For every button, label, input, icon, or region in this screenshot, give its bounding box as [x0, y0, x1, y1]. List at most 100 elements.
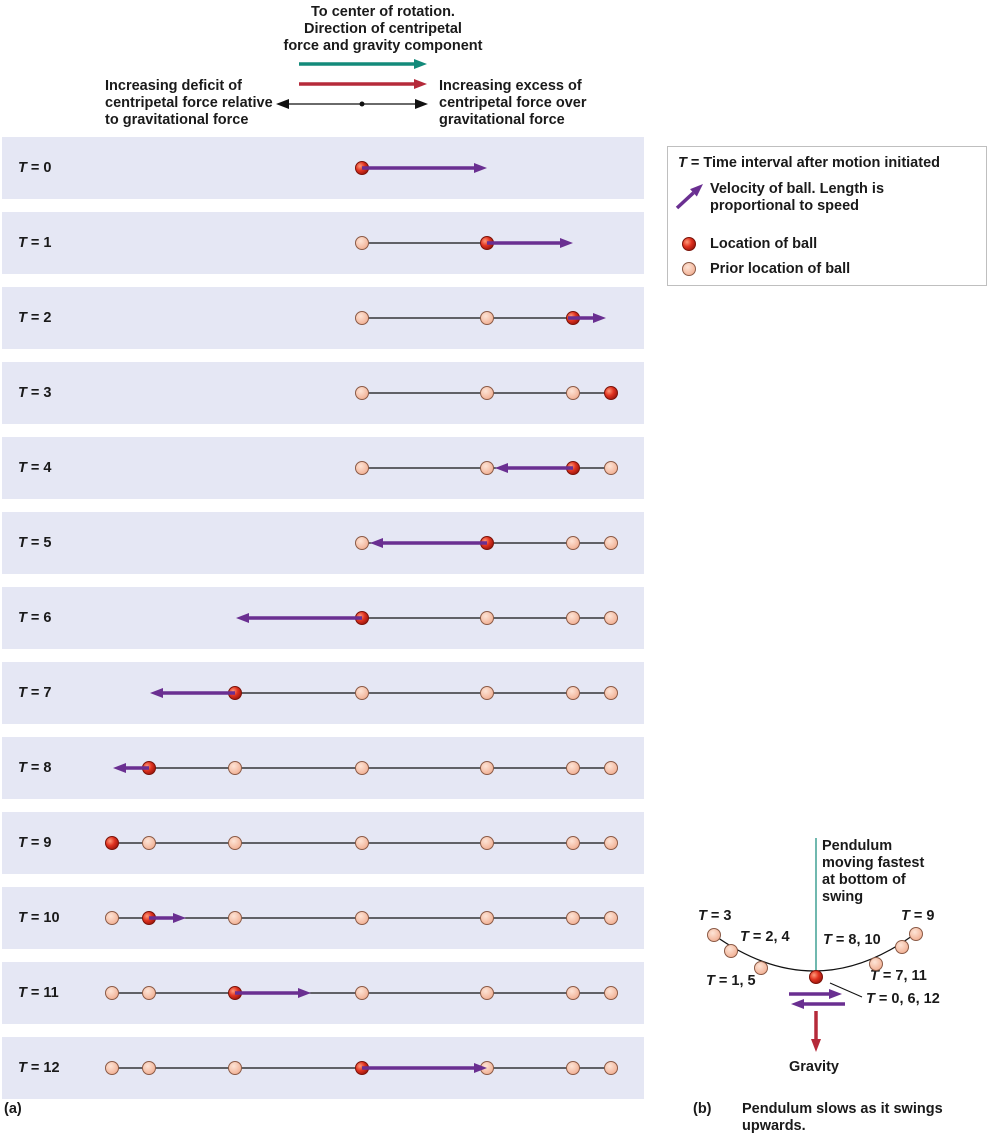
panel-b-caption-line: upwards.	[742, 1118, 806, 1134]
prior-ball	[105, 986, 119, 1000]
row-time-label: T = 1	[18, 235, 51, 251]
row-time-prefix: T	[18, 985, 27, 1001]
row-time-prefix: T	[18, 160, 27, 176]
panel-b-caption-line: Pendulum slows as it swings	[742, 1101, 943, 1117]
pendulum-left-arrow-head	[791, 999, 804, 1009]
t-prefix: T	[823, 932, 832, 948]
fastest-line: at bottom of	[822, 872, 906, 888]
row-time-label: T = 11	[18, 985, 59, 1001]
prior-ball	[566, 686, 580, 700]
deficit-line: to gravitational force	[105, 112, 249, 128]
velocity-arrow-head	[495, 463, 508, 473]
prior-ball	[228, 1061, 242, 1075]
t-prefix: T	[866, 991, 875, 1007]
prior-ball	[566, 386, 580, 400]
row-time-label: T = 5	[18, 535, 51, 551]
prior-ball	[480, 911, 494, 925]
legend-time-prefix: T	[678, 155, 687, 171]
velocity-arrow-head	[150, 688, 163, 698]
prior-ball	[355, 986, 369, 1000]
row-time-prefix: T	[18, 910, 27, 926]
prior-ball	[480, 311, 494, 325]
row-time-value: = 12	[26, 1060, 60, 1076]
timeline-row	[2, 137, 644, 199]
prior-ball	[480, 386, 494, 400]
label-t0612: T = 0, 6, 12	[866, 991, 940, 1008]
prior-ball	[480, 761, 494, 775]
pendulum-prior-ball	[724, 944, 738, 958]
t24-value: = 2, 4	[748, 929, 790, 945]
row-time-value: = 0	[26, 160, 52, 176]
prior-ball	[566, 611, 580, 625]
row-time-prefix: T	[18, 1060, 27, 1076]
velocity-arrow-head	[173, 913, 186, 923]
velocity-arrow-head	[593, 313, 606, 323]
legend-velocity-line: proportional to speed	[710, 198, 860, 214]
t-prefix: T	[870, 968, 879, 984]
center-title: To center of rotation. Direction of cent…	[268, 4, 498, 55]
deficit-text: Increasing deficit of centripetal force …	[105, 78, 273, 129]
pendulum-arc	[713, 932, 917, 972]
t15-value: = 1, 5	[714, 973, 756, 989]
row-time-value: = 10	[26, 910, 60, 926]
prior-ball	[604, 686, 618, 700]
t-prefix: T	[706, 973, 715, 989]
row-time-prefix: T	[18, 385, 27, 401]
prior-ball	[355, 911, 369, 925]
label-t9: T = 9	[901, 908, 934, 925]
label-leader	[829, 982, 863, 998]
legend-velocity-text: Velocity of ball. Length is proportional…	[710, 181, 884, 215]
row-time-label: T = 12	[18, 1060, 60, 1076]
prior-ball	[604, 536, 618, 550]
row-time-label: T = 0	[18, 160, 51, 176]
prior-ball	[228, 761, 242, 775]
label-t15: T = 1, 5	[706, 973, 756, 990]
t3-value: = 3	[706, 908, 732, 924]
velocity-arrow-head	[236, 613, 249, 623]
velocity-arrow-head	[113, 763, 126, 773]
pendulum-prior-ball	[909, 927, 923, 941]
row-time-value: = 11	[26, 985, 59, 1001]
prior-ball	[355, 686, 369, 700]
fastest-line: moving fastest	[822, 855, 925, 871]
prior-ball	[604, 911, 618, 925]
label-t24: T = 2, 4	[740, 929, 790, 946]
label-t810: T = 8, 10	[823, 932, 881, 949]
panel-a-label: (a)	[4, 1101, 22, 1117]
legend-velocity-line: Velocity of ball. Length is	[710, 181, 885, 197]
pendulum-prior-ball	[869, 957, 883, 971]
excess-line: centripetal force over	[439, 95, 587, 111]
legend-prior-ball	[682, 262, 696, 276]
prior-ball	[604, 836, 618, 850]
row-time-value: = 2	[26, 310, 52, 326]
t-prefix: T	[901, 908, 910, 924]
excess-text: Increasing excess of centripetal force o…	[439, 78, 586, 129]
row-time-prefix: T	[18, 685, 27, 701]
deficit-line: Increasing deficit of	[105, 78, 242, 94]
velocity-arrow-head	[298, 988, 311, 998]
label-t3: T = 3	[698, 908, 731, 925]
center-dot	[359, 101, 365, 107]
legend-time-text: T = Time interval after motion initiated	[678, 155, 940, 172]
velocity-arrow-head	[474, 1063, 487, 1073]
prior-ball	[566, 911, 580, 925]
row-time-label: T = 7	[18, 685, 51, 701]
prior-ball	[604, 761, 618, 775]
row-time-label: T = 9	[18, 835, 51, 851]
deficit-line: centripetal force relative	[105, 95, 273, 111]
current-ball	[105, 836, 119, 850]
prior-ball	[566, 836, 580, 850]
row-time-value: = 4	[26, 460, 52, 476]
excess-arrow-head	[415, 99, 428, 109]
fastest-text: Pendulum moving fastest at bottom of swi…	[822, 838, 924, 906]
velocity-arrow-head	[560, 238, 573, 248]
prior-ball	[228, 836, 242, 850]
prior-ball	[480, 986, 494, 1000]
prior-ball	[604, 611, 618, 625]
prior-ball	[355, 236, 369, 250]
teal-arrow-head	[414, 59, 427, 69]
pendulum-prior-ball	[707, 928, 721, 942]
pendulum-prior-ball	[754, 961, 768, 975]
prior-ball	[566, 986, 580, 1000]
row-time-prefix: T	[18, 460, 27, 476]
